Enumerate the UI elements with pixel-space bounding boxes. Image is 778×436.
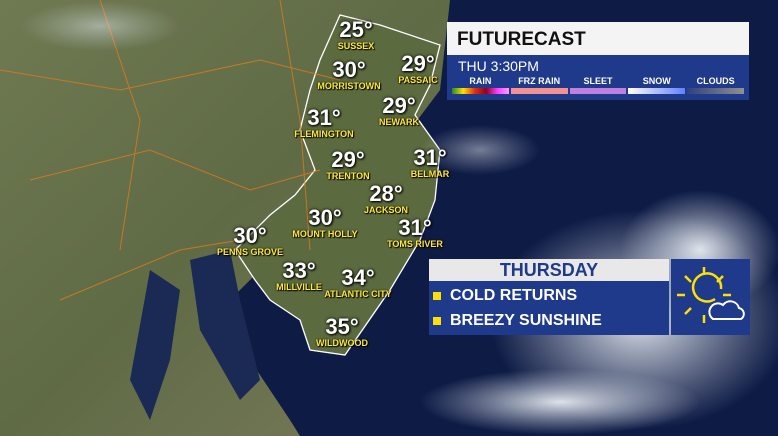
city-millville: 33° MILLVILLE	[276, 260, 322, 292]
city-wildwood: 35° WILDWOOD	[316, 316, 368, 348]
day-header: THURSDAY	[429, 259, 669, 281]
city-temperature: 29°	[331, 147, 365, 172]
city-temperature: 31°	[307, 105, 341, 130]
city-temperature: 30°	[308, 205, 342, 230]
city-name: SUSSEX	[337, 41, 375, 51]
city-name: MILLVILLE	[276, 282, 322, 292]
city-sussex: 25° SUSSEX	[338, 19, 375, 51]
city-name: BELMAR	[410, 169, 450, 179]
city-jackson: 28° JACKSON	[364, 183, 408, 215]
partly-sunny-icon	[671, 259, 750, 335]
forecast-time: THU 3:30PM	[458, 58, 539, 74]
bullet-square-icon	[433, 316, 441, 325]
city-flemington: 31° FLEMINGTON	[294, 107, 353, 139]
legend-sleet: SLEET	[569, 76, 627, 94]
city-temperature: 34°	[341, 265, 375, 290]
city-name: TRENTON	[326, 171, 370, 181]
city-name: TOMS RIVER	[387, 239, 443, 249]
city-temperature: 29°	[382, 93, 416, 118]
city-toms-river: 31° TOMS RIVER	[387, 217, 443, 249]
city-temperature: 30°	[233, 223, 267, 248]
city-name: PASSAIC	[398, 75, 438, 85]
city-temperature: 33°	[282, 258, 316, 283]
city-trenton: 29° TRENTON	[326, 149, 369, 181]
futurecast-title: FUTURECAST	[447, 22, 749, 55]
precip-legend: RAIN FRZ RAIN SLEET SNOW CLOUDS	[452, 76, 744, 94]
city-passaic: 29° PASSAIC	[398, 53, 437, 85]
city-temperature: 31°	[398, 215, 432, 240]
city-temperature: 31°	[413, 145, 447, 170]
city-temperature: 35°	[325, 314, 359, 339]
city-name: NEWARK	[379, 117, 419, 127]
legend-rain: RAIN	[452, 76, 509, 94]
legend-clouds: CLOUDS	[687, 76, 744, 94]
delaware-bay	[190, 250, 260, 400]
chesapeake-bay	[130, 270, 180, 420]
city-name: MORRISTOWN	[317, 81, 381, 91]
futurecast-panel: FUTURECAST THU 3:30PM RAIN FRZ RAIN SLEE…	[447, 22, 749, 100]
thursday-panel: THURSDAY COLD RETURNS BREEZY SUNSHINE	[429, 259, 750, 335]
bullet-item: BREEZY SUNSHINE	[429, 308, 669, 333]
city-name: WILDWOOD	[316, 338, 368, 348]
city-morristown: 30° MORRISTOWN	[317, 59, 380, 91]
bullet-square-icon	[433, 291, 441, 300]
legend-snow: SNOW	[628, 76, 686, 94]
city-name: FLEMINGTON	[294, 129, 354, 139]
legend-frz-rain: FRZ RAIN	[510, 76, 568, 94]
city-newark: 29° NEWARK	[379, 95, 419, 127]
city-name: JACKSON	[363, 205, 409, 215]
city-temperature: 25°	[339, 17, 373, 42]
city-atlantic-city: 34° ATLANTIC CITY	[324, 267, 391, 299]
city-mount-holly: 30° MOUNT HOLLY	[292, 207, 357, 239]
new-jersey-outline	[234, 14, 441, 356]
bullet-item: COLD RETURNS	[429, 283, 669, 308]
city-name: MOUNT HOLLY	[292, 229, 358, 239]
city-name: PENNS GROVE	[216, 247, 284, 257]
city-belmar: 31° BELMAR	[411, 147, 450, 179]
city-temperature: 30°	[332, 57, 366, 82]
city-temperature: 29°	[401, 51, 435, 76]
city-penns-grove: 30° PENNS GROVE	[217, 225, 283, 257]
highways	[0, 0, 341, 301]
city-name: ATLANTIC CITY	[324, 289, 392, 299]
city-temperature: 28°	[369, 181, 403, 206]
